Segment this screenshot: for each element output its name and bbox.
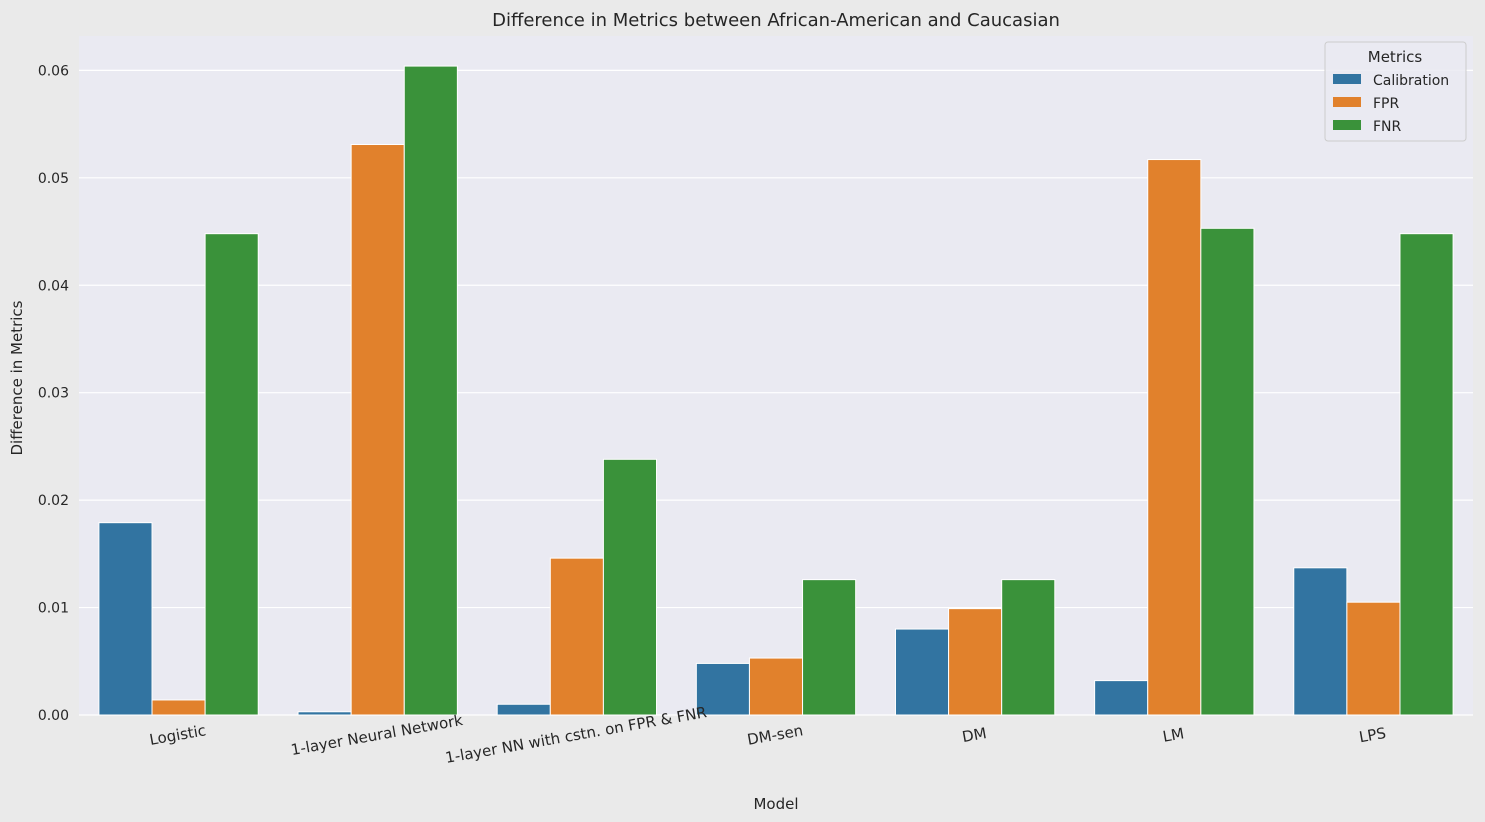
bar-fnr-4 (802, 579, 857, 716)
bar-calibration-5 (894, 628, 950, 716)
legend-title: Metrics (1368, 48, 1423, 66)
legend-swatch-fpr (1333, 97, 1361, 107)
bar-calibration-2 (297, 711, 352, 716)
bar-fpr-1 (151, 699, 206, 716)
legend-swatch-fnr (1333, 120, 1361, 130)
y-tick-label: 0.01 (38, 601, 69, 617)
y-tick-label: 0.02 (38, 493, 69, 509)
y-tick-label: 0.00 (38, 708, 69, 724)
bar-calibration-6 (1094, 680, 1149, 716)
bar-fpr-6 (1147, 159, 1202, 716)
bar-fnr-5 (1001, 579, 1056, 716)
legend-label-fpr: FPR (1373, 96, 1399, 112)
bar-fnr-2 (403, 65, 458, 716)
y-tick-label: 0.05 (38, 171, 69, 187)
bars-group (98, 65, 1454, 716)
y-axis-ticks: 0.00 0.01 0.02 0.03 0.04 0.05 0.06 (38, 63, 69, 724)
legend-swatch-calibration (1333, 74, 1361, 84)
x-tick-label: DM-sen (746, 721, 805, 749)
bar-fnr-3 (602, 458, 658, 716)
x-tick-label: DM (961, 724, 988, 746)
grid-lines (79, 69, 1473, 716)
bar-fnr-7 (1399, 233, 1454, 716)
legend-box (1324, 41, 1467, 142)
chart-title: Difference in Metrics between African-Am… (492, 10, 1060, 31)
x-tick-label: LPS (1358, 724, 1388, 746)
y-tick-label: 0.03 (38, 386, 69, 402)
legend-label-fnr: FNR (1373, 119, 1402, 135)
bar-fpr-3 (549, 557, 604, 716)
x-tick-label: Logistic (148, 721, 207, 749)
y-axis-label: Difference in Metrics (8, 300, 26, 455)
legend: Metrics Calibration FPR FNR (1324, 41, 1467, 142)
x-tick-label: 1-layer Neural Network (289, 711, 464, 759)
bar-calibration-7 (1293, 567, 1348, 716)
bar-fpr-5 (948, 608, 1003, 716)
legend-items: Calibration FPR FNR (1333, 73, 1449, 135)
x-tick-label: LM (1161, 724, 1185, 745)
plot-area (79, 36, 1473, 715)
y-tick-label: 0.06 (38, 63, 69, 79)
bar-calibration-3 (496, 703, 551, 716)
bar-fpr-7 (1346, 601, 1401, 716)
bar-fnr-6 (1200, 227, 1255, 716)
bar-fpr-2 (350, 144, 405, 716)
bar-fpr-4 (748, 657, 804, 716)
x-axis-label: Model (753, 795, 798, 813)
y-tick-label: 0.04 (38, 278, 69, 294)
bar-fnr-1 (204, 233, 259, 716)
bar-calibration-1 (98, 522, 153, 716)
legend-label-calibration: Calibration (1373, 73, 1449, 89)
